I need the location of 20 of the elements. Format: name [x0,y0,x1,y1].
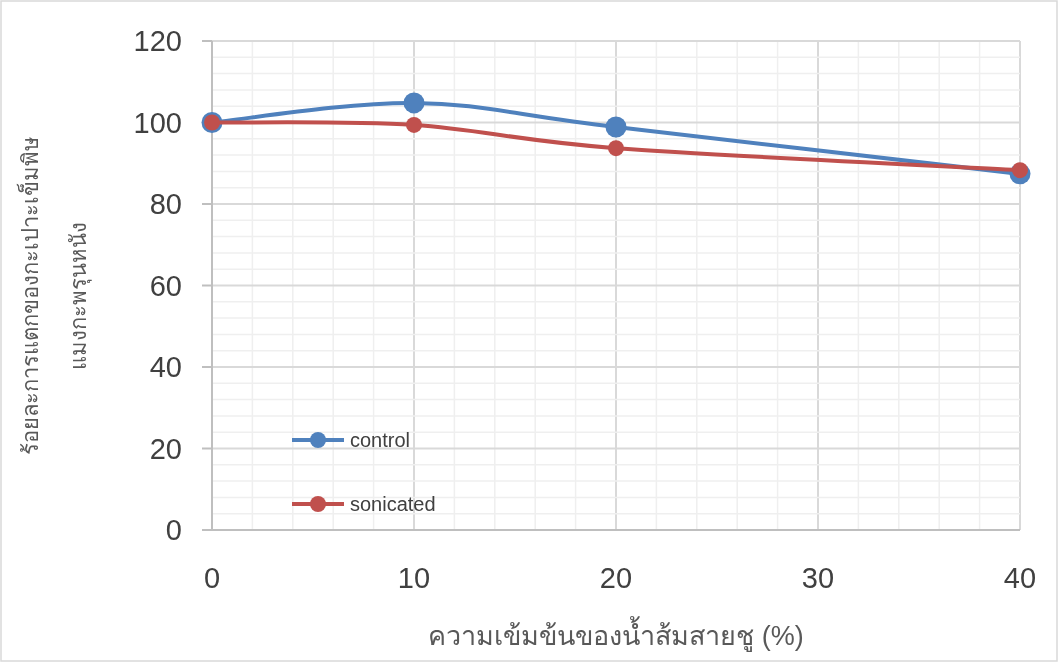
x-axis-title: ความเข้มข้นของน้ำส้มสายชู (%) [428,616,804,652]
y-axis-title: ร้อยละการแตกของกะเปาะเข็มพิษ แมงกะพรุนหนัง [16,136,92,455]
y-tick-label: 20 [149,432,182,465]
y-tick-label: 60 [149,269,182,302]
y-tick-label: 120 [133,25,182,57]
x-tick-label: 20 [599,562,633,594]
y-tick-label: 40 [149,351,182,383]
point [403,92,425,114]
legend-label: control [350,429,411,451]
y-tick-label: 0 [165,514,182,546]
legend-label: sonicated [350,493,436,515]
y-tick-label: 100 [133,106,182,139]
x-tick-label: 10 [397,562,431,594]
x-tick-label: 0 [203,562,221,594]
point [605,116,627,138]
x-tick-label: 40 [1003,562,1037,594]
y-tick-label: 80 [149,188,182,220]
point [608,140,624,157]
x-tick-label: 30 [801,562,835,594]
point [406,116,422,133]
